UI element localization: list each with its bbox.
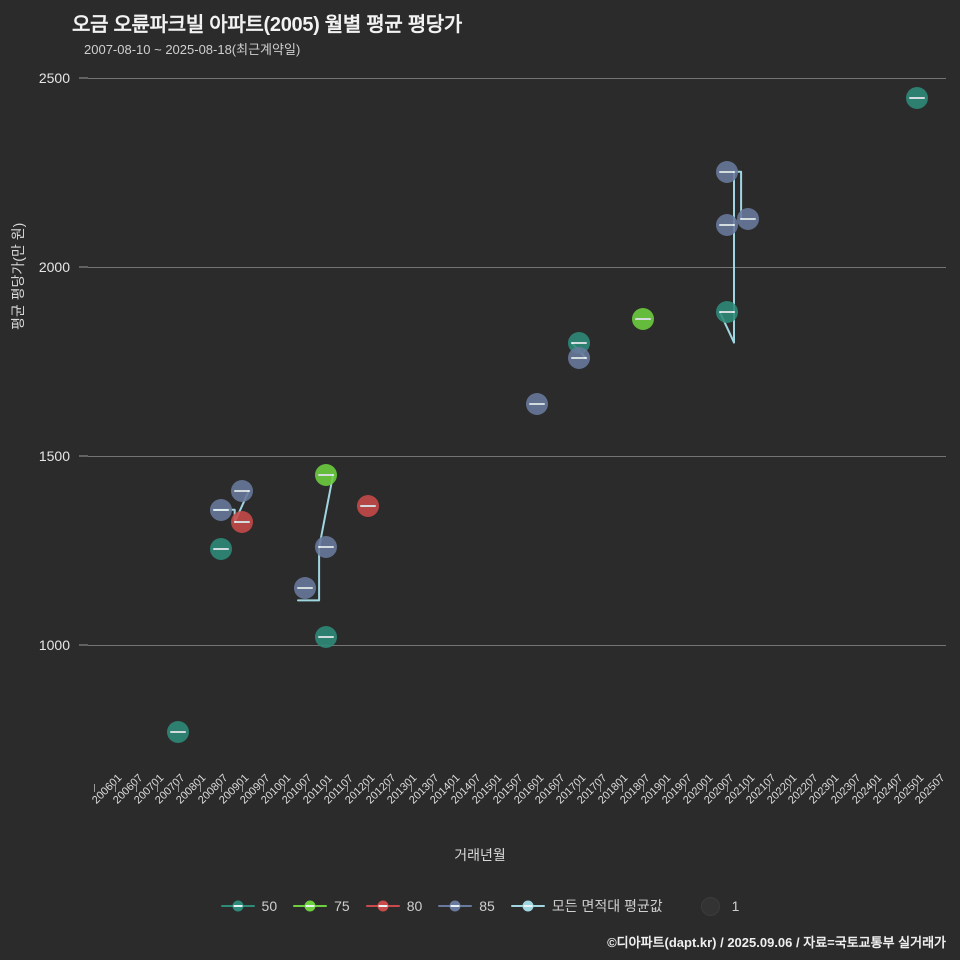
data-point-marker-dash xyxy=(719,311,735,314)
gridline xyxy=(88,78,946,79)
legend-marker-icon xyxy=(293,899,328,913)
data-point[interactable] xyxy=(167,720,190,743)
data-point[interactable] xyxy=(568,347,591,370)
page-subtitle: 2007-08-10 ~ 2025-08-18(최근계약일) xyxy=(84,42,301,57)
legend-marker-icon xyxy=(438,899,473,913)
legend-label: 85 xyxy=(479,898,495,914)
legend-item-80[interactable]: 80 xyxy=(365,898,423,914)
data-point-marker-dash xyxy=(719,223,735,226)
data-point-marker-dash xyxy=(170,730,187,733)
x-axis-title: 거래년월 xyxy=(454,847,506,863)
size-legend: 1 xyxy=(700,896,740,916)
data-point-marker-dash xyxy=(360,505,377,508)
legend-item-50[interactable]: 50 xyxy=(220,898,278,914)
y-tick-mark xyxy=(79,77,88,79)
data-point[interactable] xyxy=(357,495,380,518)
data-point[interactable] xyxy=(526,392,549,415)
data-point-marker-dash xyxy=(908,96,925,99)
size-legend-dot-icon xyxy=(700,896,720,916)
data-point[interactable] xyxy=(294,576,316,599)
data-point-marker-dash xyxy=(719,170,735,173)
data-point[interactable] xyxy=(716,301,738,324)
y-tick-label: 1500 xyxy=(38,448,70,464)
y-tick-mark xyxy=(79,455,88,457)
data-point[interactable] xyxy=(737,207,760,230)
chart-legend[interactable]: 50 75 80 85 모든 면적대 평균값 1 xyxy=(0,893,960,919)
data-point[interactable] xyxy=(209,498,232,521)
data-point-marker-dash xyxy=(571,357,588,360)
page-title: 오금 오륜파크빌 아파트(2005) 월별 평균 평당가 xyxy=(72,14,462,36)
data-point[interactable] xyxy=(631,308,654,331)
plot-area: 2500 2000 1500 1000 xyxy=(39,70,946,653)
gridline xyxy=(88,645,946,646)
data-point[interactable] xyxy=(315,625,338,648)
legend-label: 모든 면적대 평균값 xyxy=(551,898,663,914)
data-point-marker-dash xyxy=(571,342,588,345)
legend-marker-icon xyxy=(220,899,255,913)
data-point[interactable] xyxy=(716,160,738,183)
data-point-marker-dash xyxy=(212,508,229,511)
data-point[interactable] xyxy=(315,536,338,559)
y-tick-mark xyxy=(79,644,88,646)
data-point-marker-dash xyxy=(212,548,229,551)
data-point[interactable] xyxy=(209,538,232,561)
data-point-marker-dash xyxy=(529,402,545,405)
legend-label: 80 xyxy=(406,898,423,914)
legend-marker-icon xyxy=(365,899,400,913)
legend-label: 50 xyxy=(261,898,278,914)
data-point-marker-dash xyxy=(634,318,651,321)
footer-credit: ©디아파트(dapt.kr) / 2025.09.06 / 자료=국토교통부 실… xyxy=(607,935,946,950)
data-point-marker-dash xyxy=(297,586,313,589)
legend-item-75[interactable]: 75 xyxy=(293,898,350,914)
data-point[interactable] xyxy=(230,480,253,503)
y-tick-label: 2500 xyxy=(38,70,70,86)
data-point-marker-dash xyxy=(233,490,250,493)
data-point[interactable] xyxy=(230,511,253,534)
gridline xyxy=(88,456,946,457)
data-point-marker-dash xyxy=(318,473,334,476)
y-tick-label: 1000 xyxy=(38,637,70,653)
data-point[interactable] xyxy=(315,463,338,486)
y-tick-mark xyxy=(79,266,88,268)
legend-label: 75 xyxy=(334,898,350,914)
data-point[interactable] xyxy=(905,86,928,109)
legend-item-모든-면적대-평균값[interactable]: 모든 면적대 평균값 xyxy=(510,896,663,916)
legend-marker-icon xyxy=(510,899,545,913)
data-point-marker-dash xyxy=(233,521,250,524)
data-point[interactable] xyxy=(716,213,738,236)
data-point-marker-dash xyxy=(318,635,334,638)
y-tick-label: 2000 xyxy=(38,259,70,275)
data-point-marker-dash xyxy=(318,546,334,549)
size-legend-label: 1 xyxy=(731,898,740,914)
data-point-marker-dash xyxy=(740,217,756,220)
gridline xyxy=(88,267,946,268)
legend-item-85[interactable]: 85 xyxy=(438,898,495,914)
